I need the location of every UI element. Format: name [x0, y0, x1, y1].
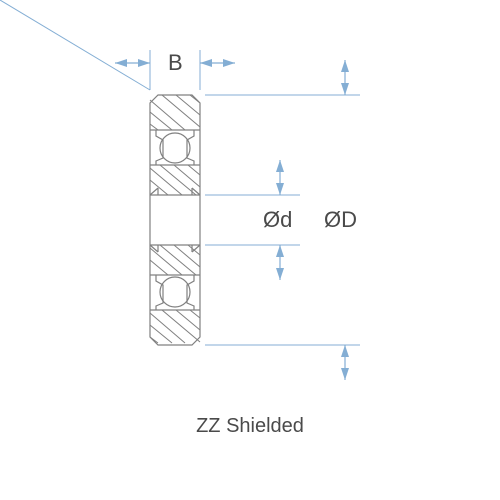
hatch-outer-bot	[150, 310, 200, 343]
dim-D-label: ØD	[324, 207, 357, 232]
bearing-diagram-canvas: B	[0, 0, 500, 500]
dim-B: B	[0, 0, 235, 90]
dim-B-label: B	[168, 50, 183, 75]
ball-top	[160, 133, 190, 163]
hatch-outer-top	[150, 95, 200, 130]
ball-bot	[160, 277, 190, 307]
dim-B-ext-left	[0, 0, 150, 90]
shield-bot	[156, 275, 194, 310]
dim-d: Ød	[205, 160, 300, 280]
shield-top	[156, 130, 194, 165]
diagram-caption: ZZ Shielded	[0, 415, 500, 438]
dim-d-label: Ød	[263, 207, 292, 232]
bearing-section	[150, 95, 200, 345]
